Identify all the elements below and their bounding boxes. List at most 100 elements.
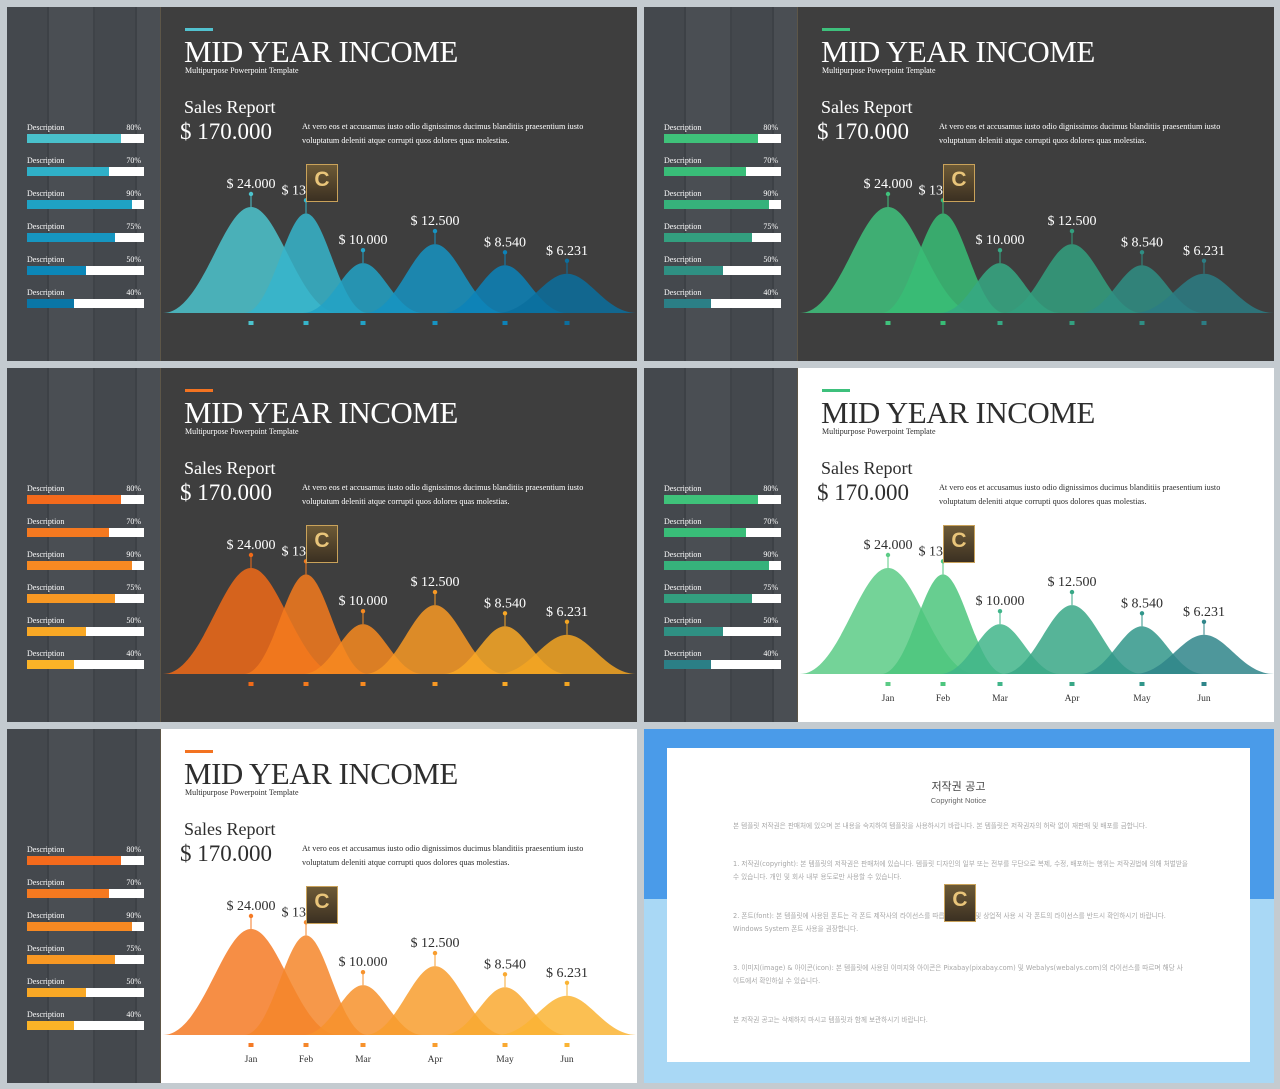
data-value-label: $ 8.540: [1121, 235, 1163, 250]
watermark-logo: C: [306, 886, 338, 924]
area-peak-apr: [365, 966, 505, 1035]
data-value-label: $ 10.000: [976, 594, 1025, 609]
x-tick-label: Jan: [882, 694, 895, 704]
x-tick-marker: [564, 1043, 570, 1047]
progress-bar-label: Description: [664, 517, 702, 526]
x-tick-marker: [1139, 321, 1145, 325]
progress-bar-percent: 90%: [763, 189, 778, 198]
progress-bar-track: [27, 528, 144, 537]
data-value-label: $ 24.000: [227, 899, 276, 914]
peak-marker: [564, 980, 570, 985]
progress-bar-track: [27, 955, 144, 964]
x-tick-marker: [303, 321, 309, 325]
x-tick-marker: [502, 1043, 508, 1047]
area-peak-apr: [1002, 244, 1142, 313]
notice-subtitle: Copyright Notice: [930, 796, 987, 805]
progress-bar-label: Description: [27, 583, 65, 592]
sales-total: $ 170.000: [180, 480, 272, 505]
progress-bar-label: Description: [27, 517, 65, 526]
progress-bar-track: [27, 856, 144, 865]
progress-bar-track: [27, 200, 144, 209]
progress-bar-fill: [27, 627, 86, 636]
progress-bar-item: Description 70%: [664, 156, 782, 178]
slide-title: MID YEAR INCOME: [184, 395, 458, 430]
peak-marker: [248, 191, 254, 197]
progress-bar-fill: [27, 1021, 74, 1030]
progress-bar-track: [664, 134, 781, 143]
peak-marker: [997, 608, 1003, 614]
watermark-logo-letter: C: [952, 888, 968, 911]
progress-bar-label: Description: [664, 649, 702, 658]
progress-bar-item: Description 40%: [27, 649, 145, 671]
x-tick-marker: [303, 682, 309, 686]
peak-marker: [1069, 228, 1075, 234]
sales-total: $ 170.000: [817, 480, 909, 505]
sales-total: $ 170.000: [180, 119, 272, 144]
progress-bar-fill: [27, 134, 121, 143]
progress-bar-item: Description 50%: [664, 616, 782, 638]
progress-bar-fill: [27, 922, 133, 931]
notice-paragraph: 본 템플릿 저작권은 판매처에 있으며 본 내용을 숙지하여 템플릿을 사용하시…: [733, 822, 1148, 830]
progress-bar-fill: [27, 495, 121, 504]
peak-marker: [502, 250, 508, 255]
progress-bar-percent: 90%: [126, 911, 141, 920]
progress-bar-label: Description: [664, 255, 702, 264]
progress-bar-track: [664, 561, 781, 570]
slide-title: MID YEAR INCOME: [821, 34, 1095, 69]
watermark-logo: C: [306, 164, 338, 202]
x-tick-marker: [997, 682, 1003, 686]
data-value-label: $ 12.500: [1048, 575, 1097, 590]
sales-description: At vero eos et accusamus iusto odio dign…: [302, 844, 584, 867]
x-tick-marker: [360, 1043, 366, 1047]
progress-bar-label: Description: [664, 484, 702, 493]
progress-bar-fill: [664, 495, 758, 504]
x-tick-marker: [502, 321, 508, 325]
progress-bar-item: Description 75%: [664, 583, 782, 605]
progress-bar-fill: [27, 167, 109, 176]
progress-bar-label: Description: [27, 156, 65, 165]
progress-bar-label: Description: [27, 222, 65, 231]
x-tick-marker: [1069, 321, 1075, 325]
x-tick-marker: [1201, 321, 1207, 325]
data-value-label: $ 8.540: [484, 596, 526, 611]
watermark-logo-letter: C: [951, 529, 967, 552]
progress-bar-percent: 90%: [763, 550, 778, 559]
progress-bar-fill: [664, 627, 723, 636]
data-value-label: $ 6.231: [546, 966, 588, 981]
slide-title: MID YEAR INCOME: [184, 34, 458, 69]
progress-bar-label: Description: [27, 977, 65, 986]
x-tick-label: Apr: [1065, 694, 1081, 704]
data-value-label: $ 6.231: [546, 244, 588, 259]
area-peak-jun: [497, 634, 637, 674]
progress-bar-track: [27, 266, 144, 275]
progress-bar-fill: [664, 660, 711, 669]
progress-bar-item: Description 50%: [27, 616, 145, 638]
x-tick-marker: [1139, 682, 1145, 686]
progress-bar-percent: 75%: [126, 583, 141, 592]
progress-bar-label: Description: [664, 616, 702, 625]
progress-bar-item: Description 80%: [664, 123, 782, 145]
sales-report-label: Sales Report: [184, 819, 276, 839]
peak-marker: [1139, 611, 1145, 616]
area-peak-jun: [497, 273, 637, 313]
peak-marker: [1201, 258, 1207, 263]
data-value-label: $ 10.000: [339, 233, 388, 248]
slide-3: Description 80% Description 70% Description 9…: [7, 368, 637, 722]
slide-title: MID YEAR INCOME: [184, 756, 458, 791]
progress-bar-fill: [27, 299, 74, 308]
watermark-logo-letter: C: [314, 890, 330, 913]
progress-bar-item: Description 90%: [664, 189, 782, 211]
progress-bar-item: Description 70%: [27, 878, 145, 900]
progress-bar-label: Description: [664, 189, 702, 198]
data-value-label: $ 6.231: [546, 605, 588, 620]
progress-bar-percent: 80%: [126, 484, 141, 493]
progress-bar-track: [664, 233, 781, 242]
x-tick-marker: [432, 1043, 438, 1047]
peak-marker: [885, 552, 891, 558]
progress-bar-label: Description: [27, 288, 65, 297]
progress-bar-percent: 90%: [126, 189, 141, 198]
progress-bar-percent: 70%: [126, 156, 141, 165]
progress-bar-fill: [664, 233, 752, 242]
peak-marker: [432, 228, 438, 234]
progress-bar-track: [664, 627, 781, 636]
